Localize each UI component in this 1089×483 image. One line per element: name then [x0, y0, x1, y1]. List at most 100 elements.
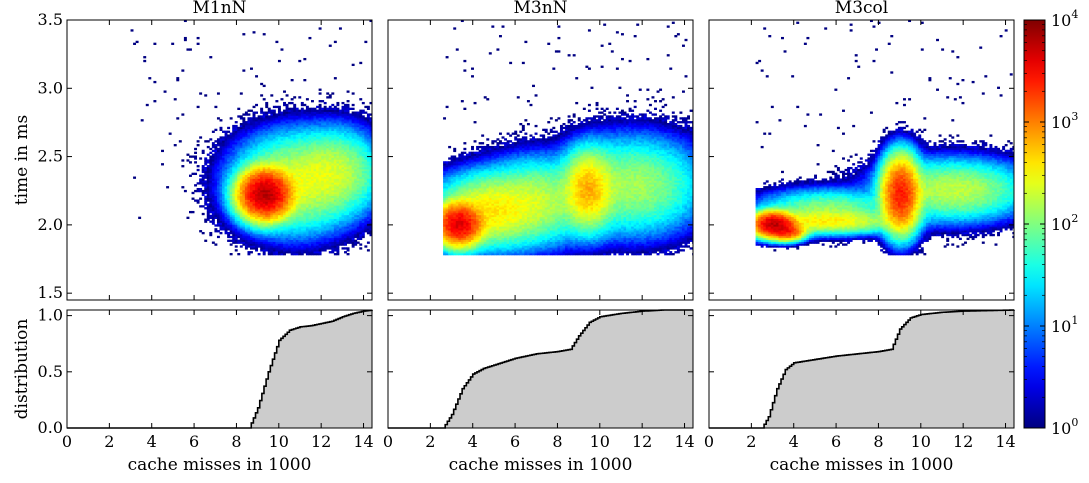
- heatmap-cell: [262, 224, 266, 227]
- heatmap-cell: [270, 184, 274, 187]
- heatmap-cell: [252, 115, 256, 118]
- heatmap-cell: [295, 226, 299, 229]
- heatmap-cell: [270, 247, 274, 250]
- heatmap-cell: [133, 42, 137, 45]
- y-tick-label: 0.5: [38, 362, 63, 381]
- heatmap-cell: [237, 172, 241, 176]
- heatmap-cell: [361, 203, 365, 206]
- heatmap-cell: [239, 212, 243, 216]
- heatmap-cell: [270, 113, 274, 116]
- heatmap-cell: [364, 174, 368, 177]
- heatmap-ylabel: time in ms: [12, 115, 32, 206]
- heatmap-cell: [260, 163, 264, 166]
- heatmap-cell: [280, 122, 284, 126]
- heatmap-cell: [448, 174, 452, 177]
- heatmap-cell: [331, 151, 335, 154]
- heatmap-cell: [354, 138, 358, 141]
- heatmap-cell: [224, 191, 228, 195]
- heatmap-cell: [351, 233, 355, 237]
- heatmap-cell: [222, 140, 225, 143]
- heatmap-cell: [311, 109, 314, 112]
- heatmap-cell: [153, 42, 157, 45]
- heatmap-cell: [331, 124, 335, 128]
- heatmap-cell: [232, 228, 236, 231]
- heatmap-cell: [344, 168, 347, 172]
- heatmap-cell: [272, 222, 276, 225]
- heatmap-cell: [354, 117, 358, 120]
- heatmap-cell: [267, 224, 271, 227]
- heatmap-cell: [369, 122, 372, 126]
- heatmap-cell: [222, 186, 225, 189]
- heatmap-cell: [285, 205, 289, 208]
- heatmap-cell: [346, 184, 350, 187]
- heatmap-cell: [255, 182, 259, 185]
- heatmap-cell: [262, 117, 266, 120]
- heatmap-cell: [267, 218, 271, 221]
- heatmap-cell: [333, 165, 337, 168]
- heatmap-cell: [224, 147, 228, 151]
- heatmap-cell: [252, 207, 256, 210]
- heatmap-cell: [308, 165, 312, 168]
- heatmap-cell: [290, 157, 294, 160]
- heatmap-cell: [346, 197, 350, 200]
- heatmap-cell: [283, 109, 286, 112]
- heatmap-cell: [318, 126, 322, 130]
- heatmap-cell: [313, 241, 317, 244]
- heatmap-cell: [265, 233, 269, 237]
- heatmap-cell: [270, 243, 274, 246]
- heatmap-cell: [450, 251, 454, 254]
- heatmap-cell: [242, 159, 246, 162]
- heatmap-cell: [293, 199, 297, 202]
- heatmap-cell: [445, 193, 449, 197]
- heatmap-cell: [326, 107, 330, 110]
- heatmap-cell: [354, 111, 358, 114]
- heatmap-cell: [227, 157, 231, 160]
- heatmap-cell: [283, 218, 286, 221]
- heatmap-cell: [257, 157, 261, 160]
- heatmap-cell: [272, 165, 276, 168]
- heatmap-cell: [201, 212, 205, 216]
- heatmap-cell: [219, 174, 223, 177]
- heatmap-cell: [341, 182, 345, 185]
- heatmap-cell: [293, 176, 297, 179]
- heatmap-cell: [247, 134, 251, 137]
- heatmap-cell: [229, 142, 233, 145]
- heatmap-cell: [445, 212, 449, 216]
- heatmap-cell: [341, 149, 345, 153]
- heatmap-cell: [326, 197, 330, 200]
- heatmap-cell: [316, 151, 320, 154]
- heatmap-cell: [318, 111, 322, 114]
- heatmap-cell: [354, 176, 358, 179]
- heatmap-cell: [308, 214, 312, 218]
- heatmap-cell: [270, 226, 274, 229]
- heatmap-cell: [204, 218, 208, 221]
- heatmap-cell: [331, 218, 335, 221]
- heatmap-cell: [234, 197, 238, 200]
- heatmap-cell: [252, 216, 256, 219]
- heatmap-cell: [206, 178, 210, 181]
- heatmap-cell: [356, 201, 360, 204]
- heatmap-cell: [232, 126, 236, 130]
- heatmap-cell: [303, 247, 307, 250]
- heatmap-cell: [272, 186, 276, 189]
- heatmap-cell: [354, 115, 358, 118]
- heatmap-cell: [448, 172, 452, 176]
- heatmap-cell: [257, 207, 261, 210]
- heatmap-cell: [300, 140, 304, 143]
- heatmap-cell: [344, 155, 347, 158]
- heatmap-cell: [250, 109, 253, 112]
- heatmap-cell: [448, 228, 452, 231]
- heatmap-cell: [204, 188, 208, 191]
- heatmap-cell: [328, 113, 332, 116]
- heatmap-cell: [257, 182, 261, 185]
- heatmap-cell: [316, 247, 320, 250]
- heatmap-cell: [361, 235, 365, 239]
- heatmap-cell: [326, 245, 330, 248]
- heatmap-cell: [333, 186, 337, 189]
- heatmap-cell: [366, 165, 370, 168]
- heatmap-cell: [305, 226, 309, 229]
- heatmap-cell: [303, 241, 307, 244]
- heatmap-cell: [219, 166, 223, 170]
- heatmap-cell: [359, 195, 363, 198]
- heatmap-cell: [232, 134, 236, 137]
